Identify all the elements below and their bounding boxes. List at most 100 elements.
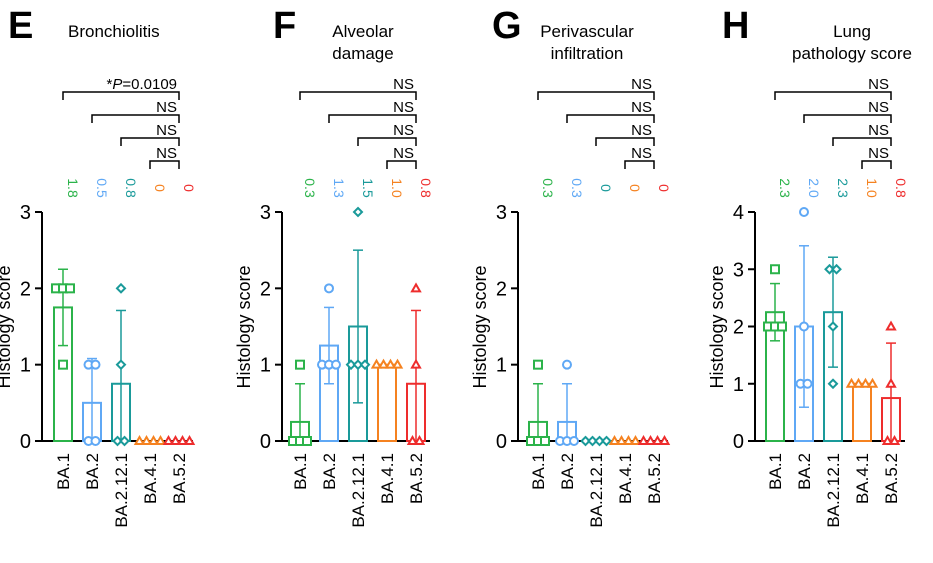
category-label: BA.4.1 — [141, 453, 160, 504]
panel-title: Bronchiolitis — [68, 22, 160, 41]
data-point — [601, 435, 612, 447]
significance-bracket — [328, 114, 417, 123]
data-point — [562, 359, 572, 370]
data-point — [176, 434, 189, 445]
significance-bracket — [803, 114, 892, 123]
data-point — [888, 434, 901, 445]
category-label: BA.5.2 — [645, 453, 664, 504]
data-point — [831, 263, 842, 275]
y-tick-label: 3 — [20, 202, 31, 224]
data-point — [637, 434, 650, 445]
mean-label: 0 — [598, 184, 614, 192]
significance-label: NS — [631, 99, 652, 116]
panel-h: H Lung pathology score NS NS NS NS 2.3 2.0 2.3 1.0… — [707, 5, 912, 528]
significance-bracket — [62, 91, 180, 100]
data-point — [651, 434, 664, 445]
data-point — [58, 359, 68, 370]
data-point — [533, 359, 543, 370]
significance-bracket — [299, 91, 417, 100]
mean-label: 0 — [627, 184, 643, 192]
y-tick-label: 4 — [733, 202, 744, 224]
data-point — [802, 378, 813, 389]
significance-bracket — [832, 137, 892, 146]
data-point — [162, 434, 175, 445]
significance-bracket — [566, 114, 655, 123]
significance-label: NS — [156, 145, 177, 162]
significance-bracket — [120, 137, 180, 146]
panel-title: damage — [332, 44, 393, 63]
significance-bracket — [357, 137, 417, 146]
data-point — [119, 435, 130, 447]
category-label: BA.4.1 — [616, 453, 635, 504]
data-point — [580, 435, 591, 447]
data-point — [866, 377, 879, 388]
mean-label: 1.0 — [864, 178, 880, 198]
mean-label: 0.8 — [893, 178, 909, 198]
panel-e: E Bronchiolitis *P=0.0109 NS NS NS 1.8 0.5 0.8 0 0… — [0, 5, 197, 528]
mean-label: 0.8 — [123, 178, 139, 198]
data-point — [140, 434, 153, 445]
data-point — [569, 436, 579, 446]
data-point — [410, 282, 422, 293]
data-point — [777, 321, 787, 332]
data-point — [65, 283, 75, 294]
data-point — [799, 207, 809, 217]
category-label: BA.2 — [558, 453, 577, 490]
category-label: BA.5.2 — [170, 453, 189, 504]
data-point — [615, 434, 628, 445]
data-point — [770, 264, 780, 275]
panel-title: Lung — [833, 22, 871, 41]
significance-label: NS — [631, 145, 652, 162]
category-label: BA.2.12.1 — [824, 453, 843, 528]
data-point — [112, 435, 123, 447]
category-label: BA.4.1 — [853, 453, 872, 504]
data-point — [885, 320, 897, 331]
y-tick-label: 2 — [733, 317, 744, 339]
significance-label: NS — [156, 122, 177, 139]
y-tick-label: 0 — [733, 431, 744, 453]
y-tick-label: 3 — [496, 202, 507, 224]
significance-label: NS — [868, 122, 889, 139]
y-tick-label: 0 — [496, 431, 507, 453]
y-axis-label: Histology score — [0, 265, 14, 388]
panel-letter: G — [492, 5, 522, 47]
category-label: BA.2.12.1 — [349, 453, 368, 528]
data-point — [824, 263, 835, 275]
data-point — [324, 283, 334, 294]
data-point — [384, 358, 397, 369]
panel-title: infiltration — [551, 44, 624, 63]
data-point — [370, 358, 383, 369]
data-point — [881, 434, 894, 445]
mean-label: 0.3 — [540, 178, 556, 198]
mean-label: 0.3 — [302, 178, 318, 198]
significance-label: NS — [393, 145, 414, 162]
significance-label: NS — [156, 99, 177, 116]
significance-label: NS — [631, 122, 652, 139]
data-point — [406, 434, 419, 445]
data-point — [540, 436, 550, 446]
data-point — [169, 434, 182, 445]
data-point — [377, 358, 390, 369]
category-label: BA.1 — [766, 453, 785, 490]
panel-letter: E — [8, 5, 33, 47]
significance-bracket — [386, 160, 417, 169]
data-point — [827, 321, 839, 332]
y-axis-label: Histology score — [234, 265, 254, 388]
data-point — [608, 434, 621, 445]
mean-label: 2.3 — [835, 178, 851, 198]
mean-label: 0 — [181, 184, 197, 192]
data-point — [302, 436, 312, 446]
category-label: BA.2 — [83, 453, 102, 490]
y-tick-label: 2 — [20, 278, 31, 300]
data-point — [115, 359, 127, 371]
category-label: BA.5.2 — [882, 453, 901, 504]
significance-label: NS — [393, 99, 414, 116]
data-point — [90, 359, 101, 370]
category-label: BA.1 — [54, 453, 73, 490]
mean-label: 0.3 — [569, 178, 585, 198]
y-tick-label: 0 — [20, 431, 31, 453]
mean-label: 0 — [656, 184, 672, 192]
significance-bracket — [149, 160, 180, 169]
category-label: BA.2.12.1 — [587, 453, 606, 528]
